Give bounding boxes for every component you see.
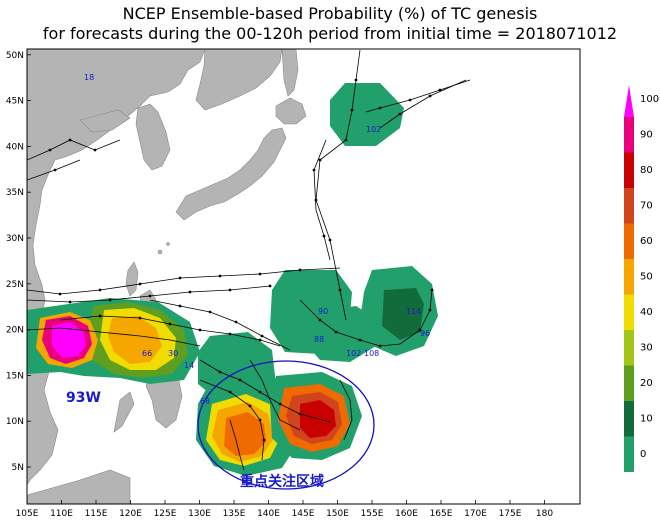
longitude-tick-labels: 105E 110E 115E 120E 125E 130E 135E 140E 145E 150E… [16, 500, 553, 519]
colorbar-label: 0 [640, 449, 646, 460]
track-number: 30 [168, 349, 178, 358]
longitude-tick-label: 130E [188, 509, 211, 519]
track-number: 14 [184, 361, 194, 370]
longitude-tick-label: 110E [50, 509, 73, 519]
colorbar-segment [624, 294, 634, 330]
longitude-tick-label: 120E [119, 509, 142, 519]
map-frame [26, 48, 581, 505]
track-number: 68 [200, 397, 210, 406]
longitude-tick-label: 170E [464, 509, 487, 519]
colorbar-segment [624, 330, 634, 366]
latitude-tick-label: 5N [12, 463, 24, 473]
longitude-tick-label: 160E [395, 509, 418, 519]
colorbar-top-arrow [624, 85, 634, 117]
track-number: 108 [364, 349, 379, 358]
colorbar-segment [624, 401, 634, 437]
colorbar-segment [624, 117, 634, 153]
track-number: 96 [420, 329, 430, 338]
track-number: 88 [314, 335, 324, 344]
longitude-tick-label: 105E [16, 509, 39, 519]
longitude-tick-label: 180 [536, 509, 553, 519]
latitude-tick-label: 20N [6, 326, 24, 336]
colorbar-label: 10 [640, 414, 653, 425]
track-number: 90 [318, 307, 328, 316]
longitude-tick-label: 145E [292, 509, 315, 519]
longitude-tick-label: 125E [154, 509, 177, 519]
track-number: 66 [142, 349, 152, 358]
map-title-line1: NCEP Ensemble-based Probability (%) of T… [122, 4, 538, 23]
colorbar-label: 80 [640, 165, 653, 176]
longitude-tick-label: 165E [430, 509, 453, 519]
longitude-tick-label: 115E [85, 509, 108, 519]
colorbar-segment [624, 259, 634, 295]
latitude-tick-label: 35N [6, 188, 24, 198]
colorbar-label: 90 [640, 130, 653, 141]
colorbar-labels: 0 10 20 30 40 50 60 70 80 90 100 [640, 94, 659, 460]
colorbar [624, 85, 634, 472]
colorbar-label: 70 [640, 201, 653, 212]
latitude-tick-labels: 5N 10N 15N 20N 25N 30N 35N 40N 45N 50N [6, 51, 31, 473]
longitude-tick-label: 175E [499, 509, 522, 519]
track-points [48, 78, 442, 442]
longitude-tick-label: 150E [326, 509, 349, 519]
colorbar-label: 20 [640, 378, 653, 389]
latitude-tick-label: 40N [6, 142, 24, 152]
focus-area-ellipse [197, 360, 375, 490]
longitude-tick-label: 140E [257, 509, 280, 519]
colorbar-segment [624, 436, 634, 472]
colorbar-segment [624, 152, 634, 188]
track-number: 18 [84, 73, 94, 82]
track-number: 102 [346, 349, 361, 358]
track-number-labels: 18 102 90 88 102 108 96 114 30 66 68 14 [84, 73, 430, 406]
colorbar-segment [624, 188, 634, 224]
latitude-tick-label: 15N [6, 371, 24, 381]
latitude-tick-label: 10N [6, 417, 24, 427]
track-number: 102 [366, 125, 381, 134]
focus-area-label: 重点关注区域 [240, 473, 324, 490]
latitude-tick-label: 30N [6, 234, 24, 244]
track-number: 114 [406, 307, 421, 316]
latitude-tick-label: 50N [6, 51, 24, 61]
colorbar-label: 30 [640, 343, 653, 354]
colorbar-segment [624, 223, 634, 259]
colorbar-segment [624, 365, 634, 401]
storm-label-93w: 93W [66, 390, 101, 406]
longitude-tick-label: 155E [361, 509, 384, 519]
longitude-tick-label: 135E [223, 509, 246, 519]
colorbar-label: 100 [640, 94, 659, 105]
latitude-tick-label: 45N [6, 97, 24, 107]
latitude-tick-label: 25N [6, 280, 24, 290]
colorbar-label: 50 [640, 272, 653, 283]
colorbar-label: 60 [640, 236, 653, 247]
map-title-line2: for forecasts during the 00-120h period … [42, 24, 618, 43]
colorbar-label: 40 [640, 307, 653, 318]
